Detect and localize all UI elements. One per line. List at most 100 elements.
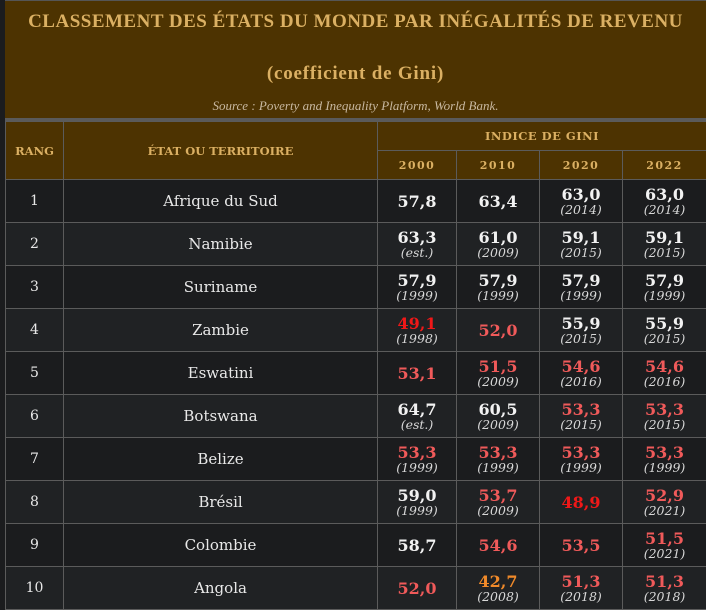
gini-cell-2022: 52,9(2021) — [623, 481, 706, 524]
gini-year-note: (1999) — [623, 289, 706, 303]
gini-cell-2000: 58,7 — [378, 524, 457, 567]
gini-cell-2022: 51,5(2021) — [623, 524, 706, 567]
gini-year-note: (2018) — [623, 590, 706, 604]
gini-cell-2020: 51,3(2018) — [540, 567, 623, 610]
gini-year-note: (2015) — [540, 418, 622, 432]
country-cell: Zambie — [64, 309, 378, 352]
gini-year-note: (1999) — [378, 504, 456, 518]
rank-cell: 2 — [6, 223, 64, 266]
header-country[interactable]: ÉTAT OU TERRITOIRE — [64, 122, 378, 180]
gini-value: 53,3 — [378, 444, 456, 461]
header-rank[interactable]: RANG — [6, 122, 64, 180]
gini-cell-2020: 53,3(1999) — [540, 438, 623, 481]
country-cell: Eswatini — [64, 352, 378, 395]
gini-cell-2022: 53,3(2015) — [623, 395, 706, 438]
country-cell: Brésil — [64, 481, 378, 524]
gini-cell-2022: 54,6(2016) — [623, 352, 706, 395]
gini-ranking-table: RANG ÉTAT OU TERRITOIRE INDICE DE GINI 2… — [5, 121, 706, 610]
country-cell: Afrique du Sud — [64, 180, 378, 223]
gini-cell-2010: 63,4 — [457, 180, 540, 223]
gini-value: 57,9 — [623, 272, 706, 289]
country-cell: Belize — [64, 438, 378, 481]
gini-value: 55,9 — [623, 315, 706, 332]
rank-cell: 7 — [6, 438, 64, 481]
gini-value: 54,6 — [540, 358, 622, 375]
rank-cell: 9 — [6, 524, 64, 567]
gini-cell-2010: 61,0(2009) — [457, 223, 540, 266]
gini-cell-2010: 53,7(2009) — [457, 481, 540, 524]
gini-value: 53,1 — [378, 365, 456, 382]
gini-value: 60,5 — [457, 401, 539, 418]
rank-cell: 5 — [6, 352, 64, 395]
gini-value: 53,3 — [457, 444, 539, 461]
rank-cell: 8 — [6, 481, 64, 524]
gini-value: 63,3 — [378, 229, 456, 246]
country-cell: Suriname — [64, 266, 378, 309]
gini-year-note: (1999) — [540, 289, 622, 303]
gini-cell-2022: 63,0(2014) — [623, 180, 706, 223]
gini-year-note: (2014) — [623, 203, 706, 217]
gini-value: 52,9 — [623, 487, 706, 504]
gini-value: 57,9 — [378, 272, 456, 289]
gini-value: 54,6 — [623, 358, 706, 375]
gini-cell-2022: 59,1(2015) — [623, 223, 706, 266]
gini-cell-2022: 51,3(2018) — [623, 567, 706, 610]
gini-value: 57,9 — [540, 272, 622, 289]
country-cell: Colombie — [64, 524, 378, 567]
gini-year-note: (1999) — [457, 461, 539, 475]
gini-value: 49,1 — [378, 315, 456, 332]
gini-year-note: (2015) — [540, 246, 622, 260]
gini-cell-2010: 52,0 — [457, 309, 540, 352]
country-cell: Botswana — [64, 395, 378, 438]
rank-cell: 10 — [6, 567, 64, 610]
gini-value: 53,3 — [540, 444, 622, 461]
gini-value: 53,7 — [457, 487, 539, 504]
gini-value: 42,7 — [457, 573, 539, 590]
gini-cell-2000: 52,0 — [378, 567, 457, 610]
gini-value: 51,5 — [457, 358, 539, 375]
rank-cell: 3 — [6, 266, 64, 309]
header-year-2000[interactable]: 2000 — [378, 151, 457, 180]
gini-year-note: (2009) — [457, 246, 539, 260]
gini-cell-2020: 53,3(2015) — [540, 395, 623, 438]
gini-year-note: (est.) — [378, 418, 456, 432]
gini-cell-2020: 54,6(2016) — [540, 352, 623, 395]
gini-value: 61,0 — [457, 229, 539, 246]
gini-value: 63,4 — [457, 193, 539, 210]
gini-cell-2020: 63,0(2014) — [540, 180, 623, 223]
gini-value: 52,0 — [378, 580, 456, 597]
gini-value: 63,0 — [540, 186, 622, 203]
gini-year-note: (2008) — [457, 590, 539, 604]
gini-value: 54,6 — [457, 537, 539, 554]
gini-value: 53,5 — [540, 537, 622, 554]
header-year-2010[interactable]: 2010 — [457, 151, 540, 180]
gini-year-note: (2016) — [623, 375, 706, 389]
country-cell: Namibie — [64, 223, 378, 266]
gini-value: 53,3 — [623, 401, 706, 418]
gini-cell-2000: 63,3(est.) — [378, 223, 457, 266]
gini-year-note: (2018) — [540, 590, 622, 604]
gini-year-note: (2015) — [623, 332, 706, 346]
country-cell: Angola — [64, 567, 378, 610]
gini-cell-2000: 57,8 — [378, 180, 457, 223]
gini-year-note: (2015) — [623, 418, 706, 432]
gini-value: 51,3 — [540, 573, 622, 590]
gini-cell-2000: 49,1(1998) — [378, 309, 457, 352]
header-year-2020[interactable]: 2020 — [540, 151, 623, 180]
gini-value: 57,9 — [457, 272, 539, 289]
gini-value: 55,9 — [540, 315, 622, 332]
header-year-2022[interactable]: 2022 — [623, 151, 706, 180]
gini-cell-2000: 59,0(1999) — [378, 481, 457, 524]
gini-cell-2020: 55,9(2015) — [540, 309, 623, 352]
gini-cell-2020: 48,9 — [540, 481, 623, 524]
rank-cell: 4 — [6, 309, 64, 352]
gini-value: 58,7 — [378, 537, 456, 554]
gini-year-note: (1998) — [378, 332, 456, 346]
